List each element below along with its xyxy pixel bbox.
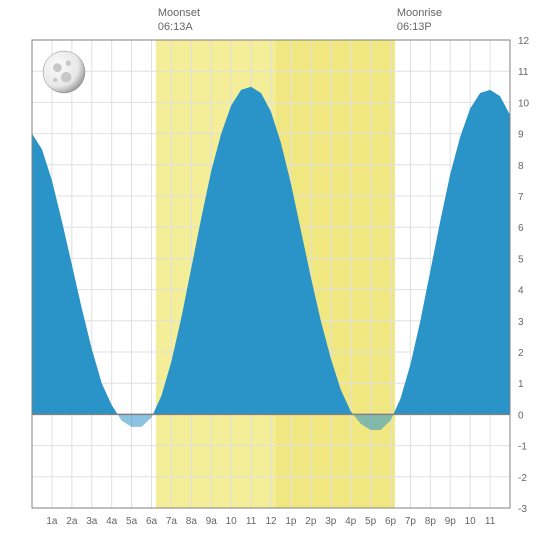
svg-text:-1: -1 [518, 442, 527, 453]
svg-text:10: 10 [226, 516, 238, 527]
svg-text:9: 9 [518, 130, 524, 141]
svg-text:0: 0 [518, 410, 524, 421]
svg-text:6p: 6p [385, 516, 397, 527]
svg-text:7: 7 [518, 192, 524, 203]
svg-text:3a: 3a [86, 516, 98, 527]
svg-text:7p: 7p [405, 516, 417, 527]
svg-text:12: 12 [265, 516, 277, 527]
svg-text:1a: 1a [46, 516, 58, 527]
moonrise-label: Moonrise 06:13P [397, 6, 442, 35]
moon-phase-icon [42, 50, 86, 94]
svg-text:7a: 7a [166, 516, 178, 527]
svg-text:4: 4 [518, 286, 524, 297]
svg-text:4p: 4p [345, 516, 357, 527]
svg-text:3: 3 [518, 317, 524, 328]
svg-text:-2: -2 [518, 473, 527, 484]
svg-text:8p: 8p [425, 516, 437, 527]
svg-text:6: 6 [518, 223, 524, 234]
svg-text:2p: 2p [305, 516, 317, 527]
tide-chart: -3-2-101234567891011121a2a3a4a5a6a7a8a9a… [0, 0, 550, 550]
svg-text:10: 10 [518, 98, 530, 109]
svg-text:9p: 9p [445, 516, 457, 527]
svg-text:8a: 8a [186, 516, 198, 527]
moonrise-time: 06:13P [397, 20, 442, 34]
svg-text:3p: 3p [325, 516, 337, 527]
svg-text:6a: 6a [146, 516, 158, 527]
svg-text:11: 11 [246, 516, 257, 527]
svg-text:5: 5 [518, 254, 524, 265]
svg-text:2a: 2a [66, 516, 78, 527]
moonset-time: 06:13A [158, 20, 200, 34]
svg-text:1p: 1p [285, 516, 297, 527]
svg-text:11: 11 [518, 67, 529, 78]
svg-text:11: 11 [485, 516, 496, 527]
moonrise-title: Moonrise [397, 6, 442, 20]
svg-text:9a: 9a [206, 516, 218, 527]
svg-text:2: 2 [518, 348, 524, 359]
moonset-title: Moonset [158, 6, 200, 20]
svg-text:1: 1 [518, 379, 524, 390]
svg-text:10: 10 [465, 516, 477, 527]
moonset-label: Moonset 06:13A [158, 6, 200, 35]
svg-text:-3: -3 [518, 504, 527, 515]
svg-text:4a: 4a [106, 516, 118, 527]
svg-text:12: 12 [518, 36, 530, 47]
svg-text:5a: 5a [126, 516, 138, 527]
svg-text:8: 8 [518, 161, 524, 172]
svg-text:5p: 5p [365, 516, 377, 527]
